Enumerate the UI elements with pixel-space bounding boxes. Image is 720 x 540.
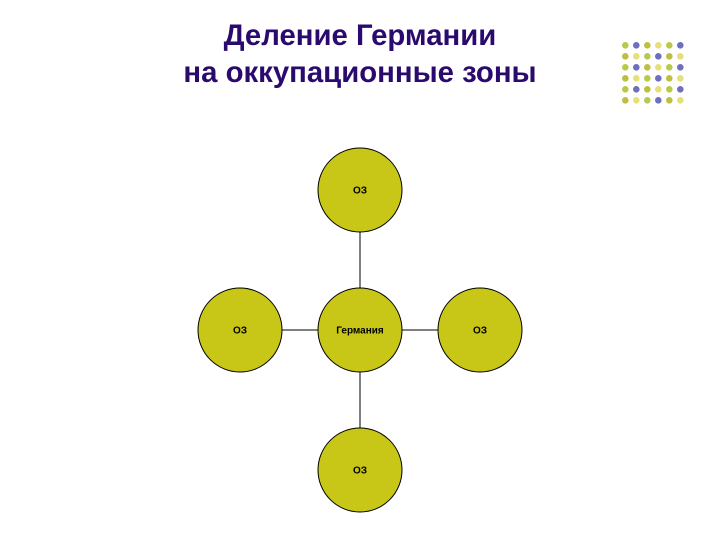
deco-dot bbox=[644, 64, 651, 71]
deco-dot bbox=[622, 53, 629, 60]
deco-dot bbox=[677, 64, 684, 71]
deco-dot bbox=[644, 53, 651, 60]
deco-dot bbox=[655, 97, 662, 104]
page-title: Деление Германии на оккупационные зоны bbox=[0, 18, 720, 91]
node-right: ОЗ bbox=[438, 288, 522, 372]
deco-dot bbox=[677, 42, 684, 49]
deco-dot bbox=[666, 97, 673, 104]
deco-dot bbox=[633, 75, 640, 82]
deco-dot bbox=[633, 53, 640, 60]
deco-dot bbox=[622, 75, 629, 82]
deco-dot bbox=[655, 75, 662, 82]
deco-dot bbox=[666, 86, 673, 93]
deco-dot bbox=[655, 53, 662, 60]
node-top: ОЗ bbox=[318, 148, 402, 232]
node-label: ОЗ bbox=[353, 466, 367, 477]
node-label: Германия bbox=[336, 326, 384, 337]
deco-dot bbox=[666, 75, 673, 82]
deco-dot bbox=[666, 53, 673, 60]
deco-dot bbox=[666, 42, 673, 49]
deco-dot bbox=[644, 86, 651, 93]
deco-dot bbox=[622, 64, 629, 71]
node-label: ОЗ bbox=[233, 326, 247, 337]
deco-dot bbox=[633, 86, 640, 93]
node-left: ОЗ bbox=[198, 288, 282, 372]
deco-dot bbox=[677, 86, 684, 93]
deco-dot bbox=[655, 64, 662, 71]
dot-grid-icon bbox=[620, 40, 686, 106]
corner-dot-decoration bbox=[620, 40, 686, 111]
node-center: Германия bbox=[318, 288, 402, 372]
deco-dot bbox=[644, 42, 651, 49]
node-label: ОЗ bbox=[353, 186, 367, 197]
deco-dot bbox=[644, 75, 651, 82]
deco-dot bbox=[655, 86, 662, 93]
title-line-1: Деление Германии bbox=[0, 18, 720, 55]
deco-dot bbox=[655, 42, 662, 49]
deco-dot bbox=[633, 97, 640, 104]
deco-dot bbox=[622, 86, 629, 93]
deco-dot bbox=[677, 53, 684, 60]
deco-dot bbox=[644, 97, 651, 104]
diagram-svg: Германия ОЗ ОЗ ОЗ ОЗ bbox=[150, 130, 570, 530]
occupation-zones-diagram: Германия ОЗ ОЗ ОЗ ОЗ bbox=[150, 130, 570, 530]
title-line-2: на оккупационные зоны bbox=[0, 55, 720, 92]
deco-dot bbox=[633, 42, 640, 49]
deco-dot bbox=[666, 64, 673, 71]
deco-dot bbox=[677, 75, 684, 82]
node-label: ОЗ bbox=[473, 326, 487, 337]
node-bottom: ОЗ bbox=[318, 428, 402, 512]
deco-dot bbox=[622, 42, 629, 49]
deco-dot bbox=[677, 97, 684, 104]
deco-dot bbox=[622, 97, 629, 104]
deco-dot bbox=[633, 64, 640, 71]
